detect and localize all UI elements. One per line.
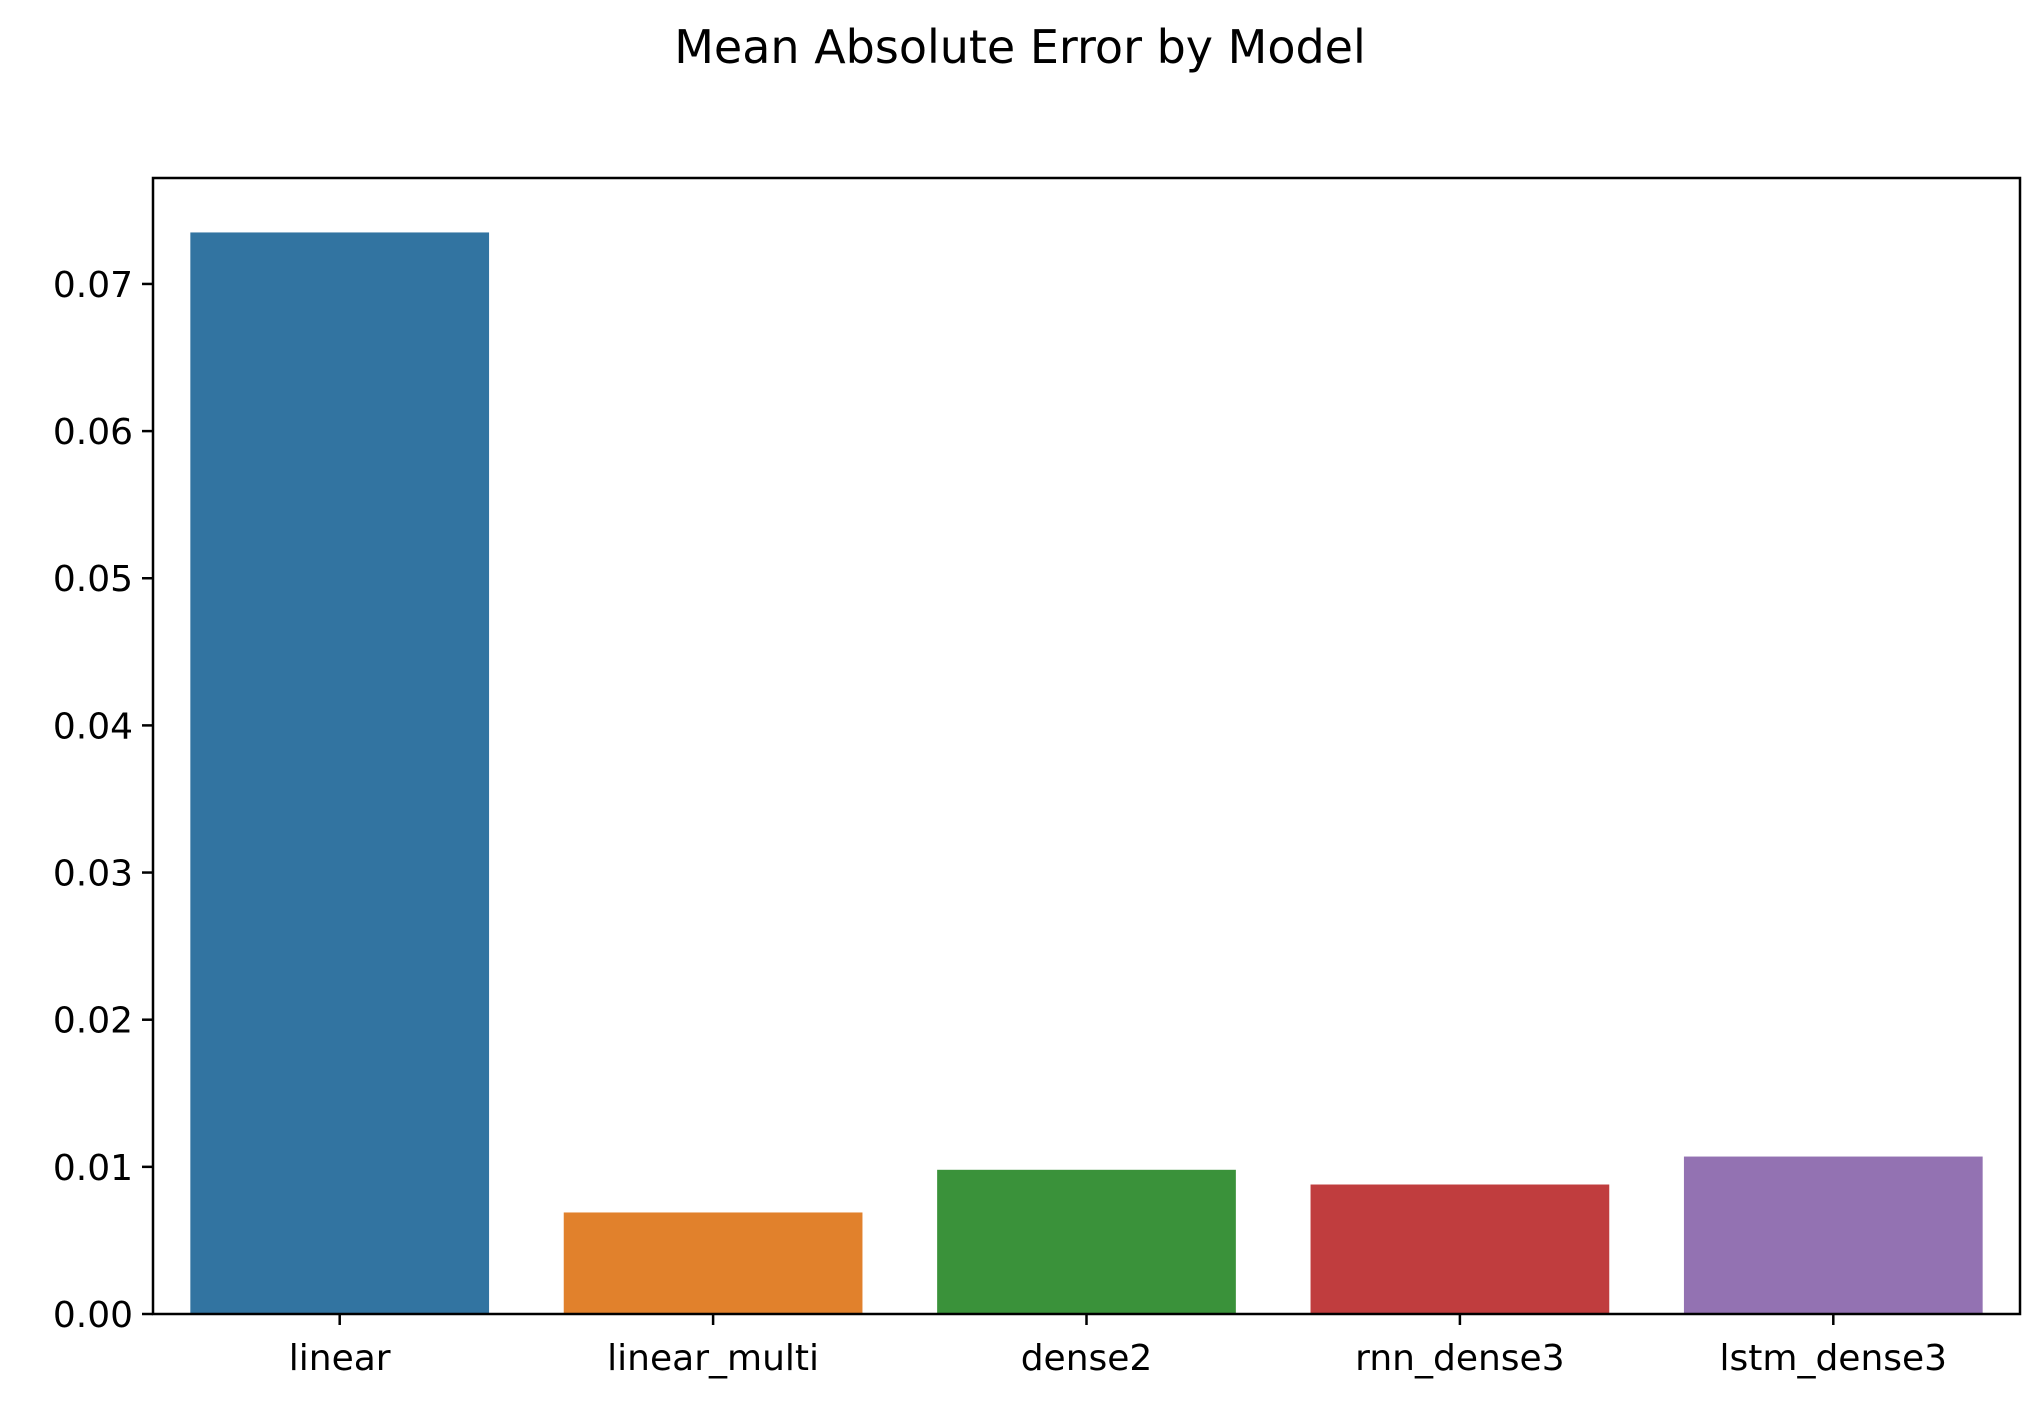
y-tick-label: 0.01: [53, 1148, 133, 1189]
y-tick-label: 0.05: [53, 559, 133, 600]
y-tick-label: 0.04: [53, 706, 133, 747]
y-tick-label: 0.07: [53, 265, 133, 306]
bar-rnn-dense3: [1310, 1184, 1610, 1314]
x-tick-label: linear_multi: [607, 1338, 819, 1379]
bars-layer: [190, 232, 1983, 1315]
bar-lstm-dense3: [1683, 1156, 1983, 1314]
y-tick-label: 0.06: [53, 412, 133, 453]
x-axis: linear linear_multi dense2 rnn_dense3 lstm_d…: [289, 1314, 1947, 1379]
y-tick-label: 0.02: [53, 1001, 133, 1042]
bar-linear-multi: [563, 1212, 863, 1314]
x-tick-label: rnn_dense3: [1355, 1338, 1564, 1379]
bar-linear: [190, 232, 490, 1315]
x-tick-label: lstm_dense3: [1720, 1338, 1948, 1379]
bar-dense2: [937, 1169, 1236, 1314]
chart-title: Mean Absolute Error by Model: [674, 20, 1366, 74]
x-tick-label: dense2: [1021, 1338, 1153, 1379]
y-axis: 0.00 0.01 0.02 0.03 0.04 0.05 0.06 0.07: [53, 265, 153, 1336]
y-tick-label: 0.00: [53, 1295, 133, 1336]
y-tick-label: 0.03: [53, 854, 133, 895]
x-tick-label: linear: [289, 1338, 391, 1379]
